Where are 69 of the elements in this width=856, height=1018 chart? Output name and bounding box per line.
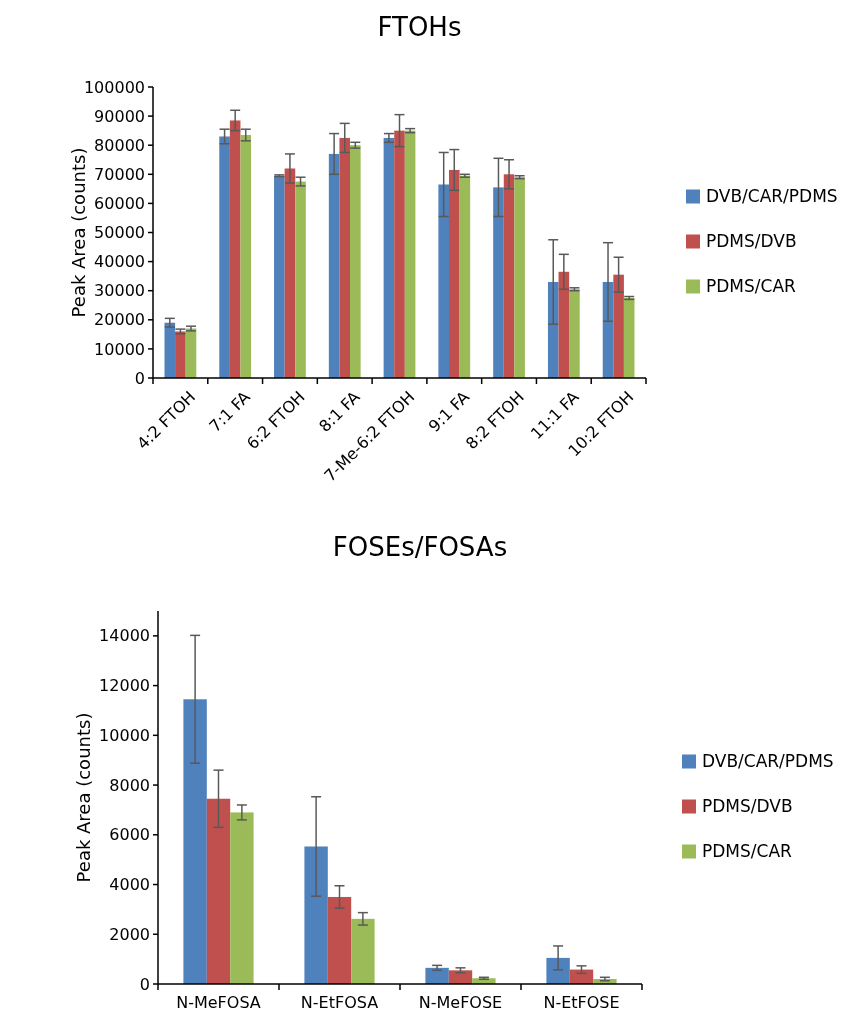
bar (394, 130, 405, 378)
bar (229, 120, 241, 378)
x-tick-label: N-MeFOSA (176, 993, 261, 1012)
legend-label: DVB/CAR/PDMS (706, 186, 838, 207)
y-tick-label: 70000 (94, 164, 145, 184)
y-tick-label: 60000 (94, 194, 145, 213)
legend-label: PDMS/DVB (706, 231, 797, 252)
legend-label: PDMS/DVB (702, 796, 793, 817)
bar (219, 136, 230, 378)
y-tick-label: 14000 (99, 626, 150, 646)
y-tick-label: 2000 (109, 924, 150, 944)
y-tick-label: 90000 (94, 106, 145, 126)
bar (183, 699, 207, 984)
bar (185, 328, 197, 378)
y-tick-label: 40000 (94, 252, 145, 272)
bar (514, 177, 525, 378)
bar (350, 145, 361, 378)
bar (164, 322, 176, 378)
y-tick-label: 80000 (94, 135, 145, 155)
bar (383, 137, 395, 378)
bar (546, 957, 570, 984)
y-tick-label: 10000 (94, 339, 145, 359)
bar (304, 846, 328, 984)
bar (327, 896, 352, 984)
x-tick-label: 7:1 FA (205, 387, 254, 436)
bar (623, 297, 635, 378)
bar (240, 135, 252, 378)
x-tick-label: N-EtFOSA (300, 993, 379, 1012)
chart-title: FTOHs (377, 12, 462, 42)
bar (328, 153, 340, 378)
bar (230, 812, 254, 984)
y-axis-title: Peak Area (counts) (73, 712, 94, 883)
bar (295, 181, 306, 378)
bar (558, 271, 570, 378)
bar (351, 918, 375, 984)
x-tick-label: 9:1 FA (424, 387, 474, 436)
y-tick-label: 0 (134, 368, 145, 388)
bar (284, 168, 296, 378)
bar (274, 175, 285, 378)
bar (175, 331, 186, 378)
bar (503, 174, 515, 378)
bar (438, 184, 449, 378)
bar (459, 175, 471, 378)
y-tick-label: 8000 (109, 775, 150, 795)
bar (448, 970, 473, 984)
bar (613, 274, 624, 378)
y-tick-label: 0 (139, 974, 150, 994)
x-tick-label: N-EtFOSE (543, 993, 620, 1012)
y-axis-title: Peak Area (counts) (68, 147, 89, 318)
bar (206, 798, 231, 984)
bar (339, 137, 351, 378)
y-tick-label: 12000 (99, 676, 150, 696)
legend-label: PDMS/CAR (702, 841, 793, 862)
bar (448, 169, 460, 378)
chart-title: FOSEs/FOSAs (332, 532, 508, 562)
legend-label: DVB/CAR/PDMS (702, 751, 834, 772)
y-tick-label: 100000 (83, 77, 145, 97)
y-tick-label: 6000 (109, 825, 150, 845)
bar (493, 187, 504, 378)
bar (425, 967, 449, 984)
y-tick-label: 30000 (94, 281, 145, 301)
legend-label: PDMS/CAR (706, 276, 797, 297)
y-tick-label: 4000 (109, 875, 150, 895)
bar (404, 130, 416, 378)
y-tick-label: 50000 (94, 223, 145, 243)
x-tick-label: N-MeFOSE (418, 993, 503, 1012)
y-tick-label: 10000 (99, 725, 150, 745)
y-tick-label: 20000 (94, 310, 145, 330)
bar (569, 289, 580, 378)
